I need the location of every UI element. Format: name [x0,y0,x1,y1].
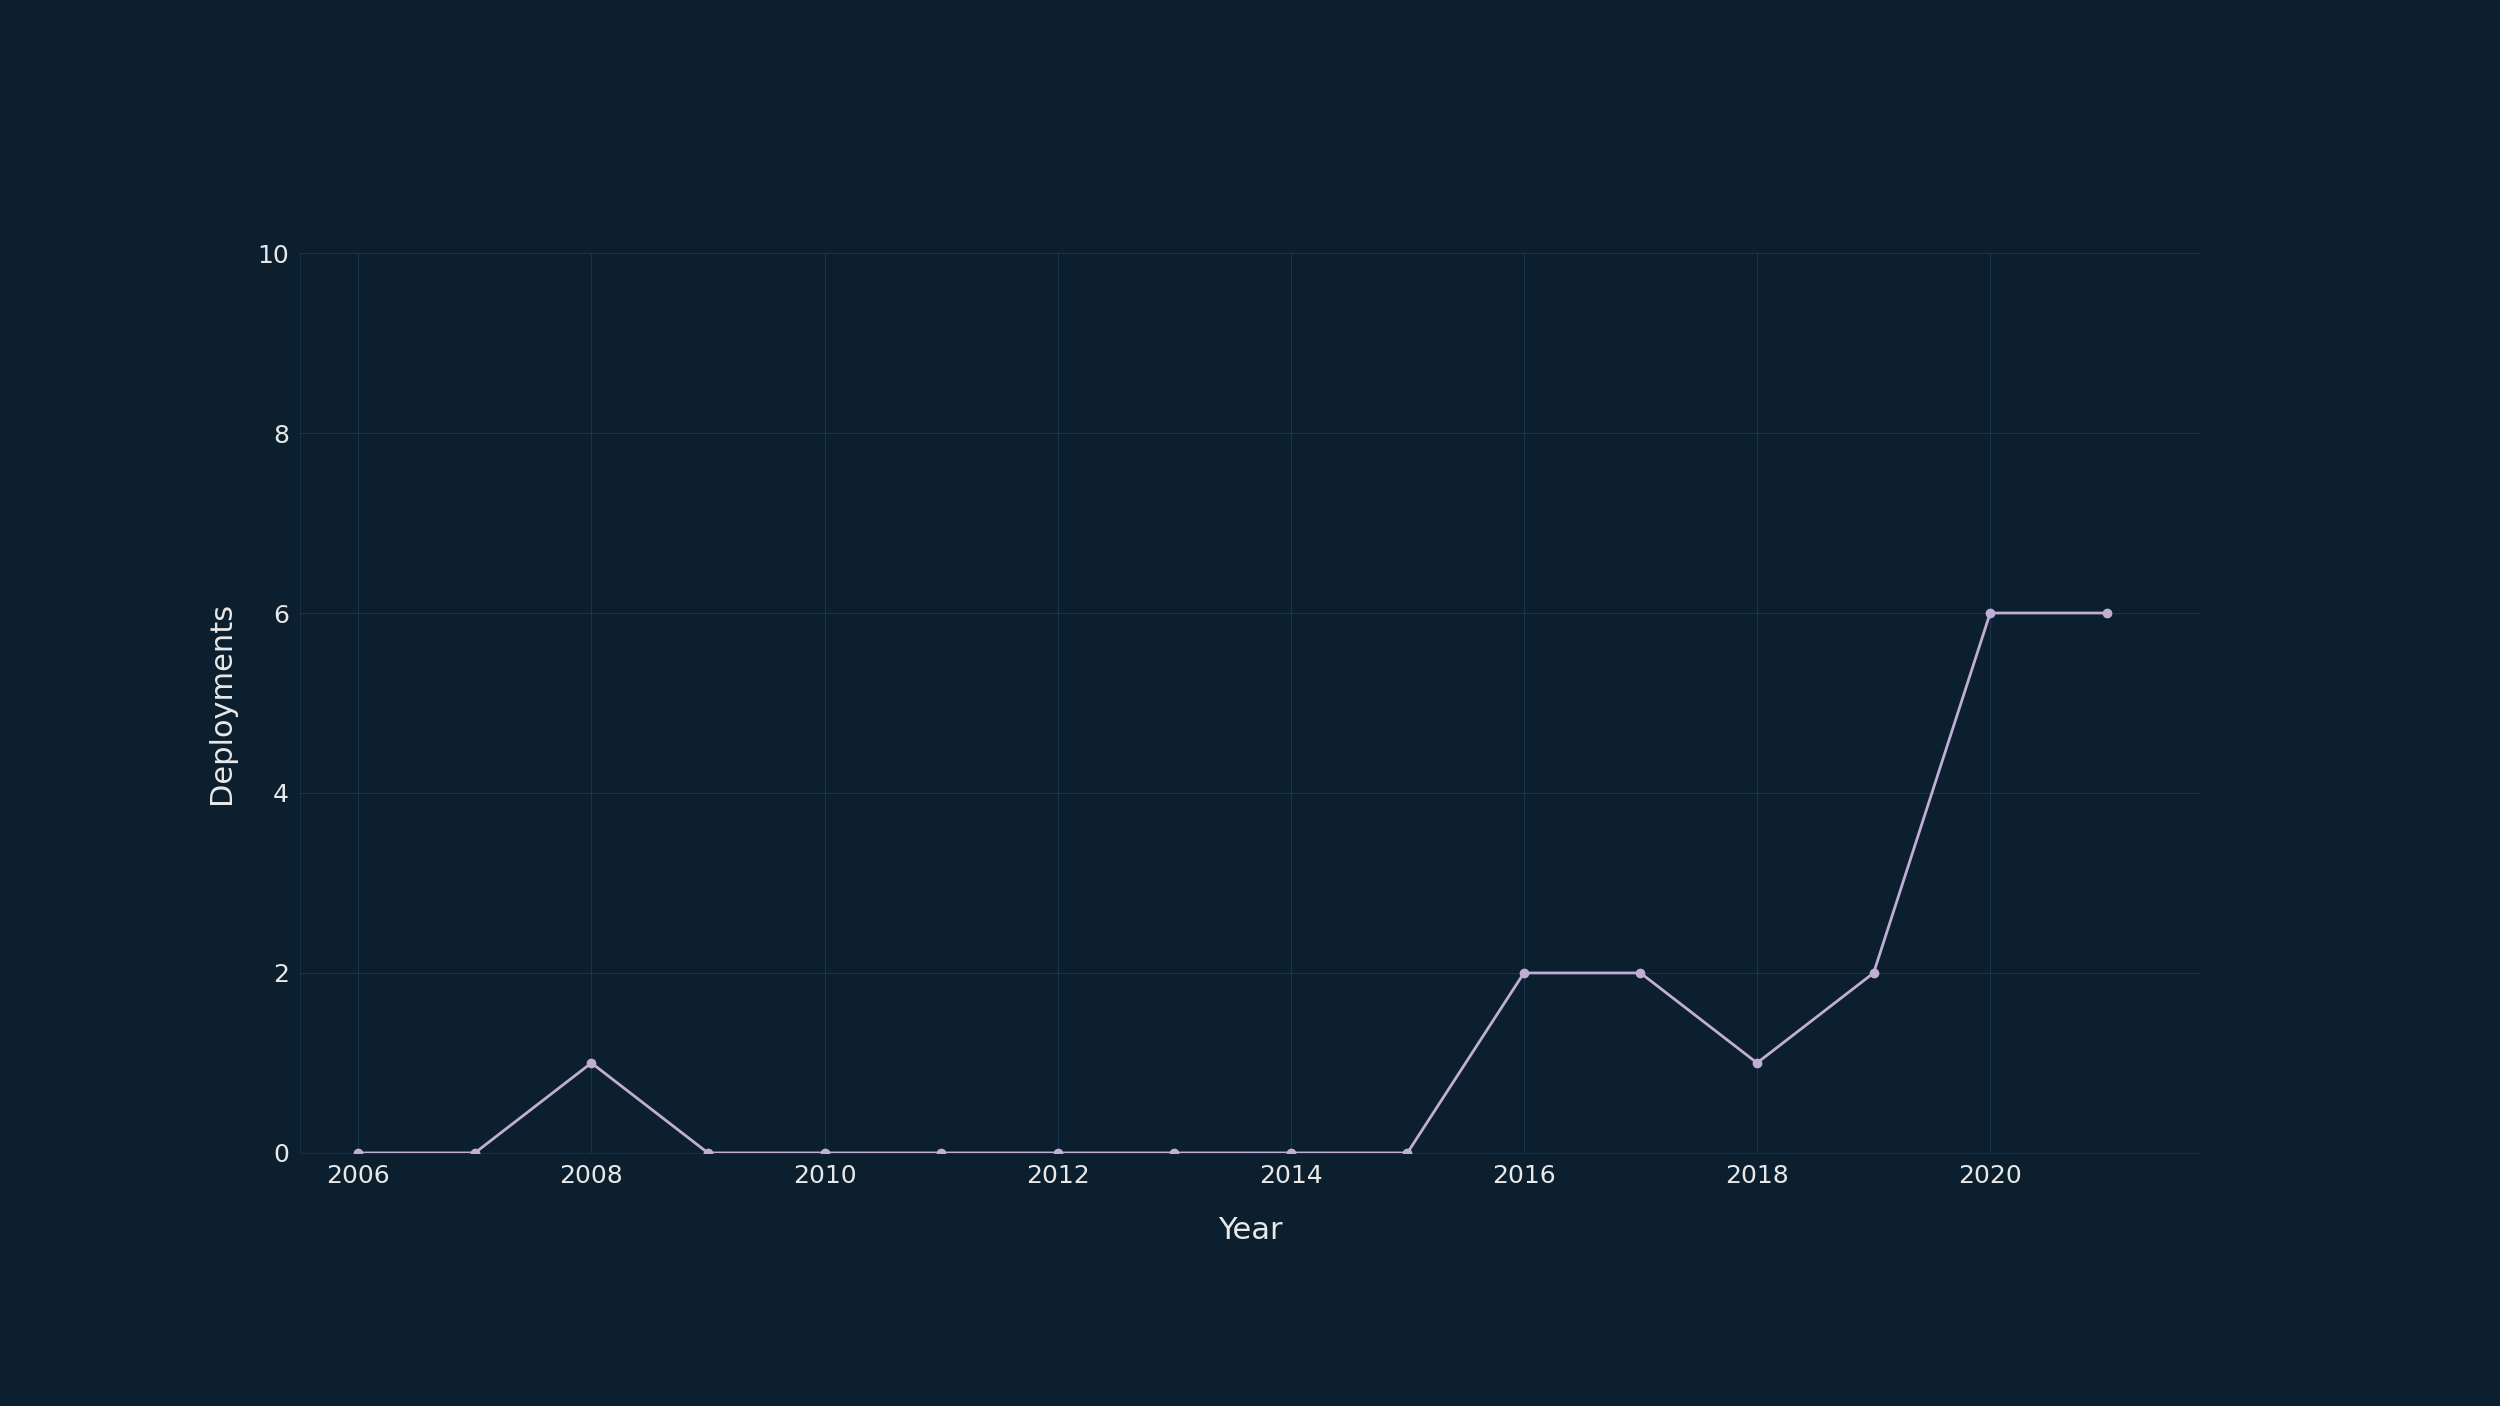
Y-axis label: Deployments: Deployments [208,602,238,804]
X-axis label: Year: Year [1218,1216,1282,1244]
